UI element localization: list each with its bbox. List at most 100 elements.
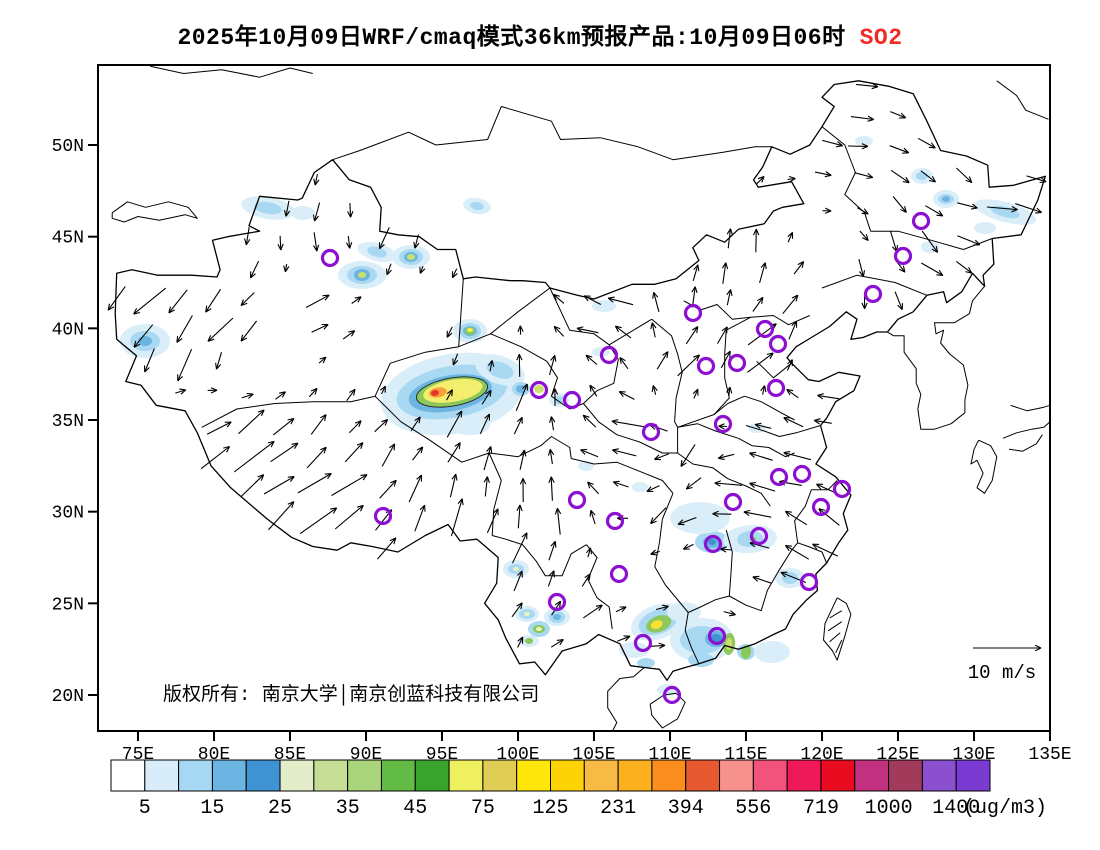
wind-arrow-head	[559, 639, 564, 646]
wind-arrow-head	[743, 511, 750, 517]
wind-arrow-head	[752, 575, 760, 578]
wind-arrow-head	[816, 483, 822, 490]
colorbar-swatch	[347, 759, 382, 792]
wind-arrow	[205, 288, 222, 313]
wind-arrow-head	[824, 210, 832, 214]
map-frame	[97, 64, 1051, 732]
wind-arrow	[511, 602, 523, 618]
wind-arrow-head	[176, 335, 179, 343]
wind-arrow-head	[682, 543, 689, 550]
wind-arrow-head	[930, 142, 936, 149]
wind-arrow-head	[938, 269, 944, 276]
province-boundary	[725, 529, 733, 597]
wind-arrow-head	[717, 453, 724, 459]
wind-arrow	[240, 292, 255, 306]
wind-arrow	[650, 644, 665, 647]
wind-arrow-head	[611, 420, 618, 426]
station-marker	[683, 303, 703, 323]
province-boundary	[374, 395, 502, 536]
wind-arrow	[817, 394, 840, 400]
wind-arrow-head	[484, 413, 490, 419]
wind-arrow-head	[652, 385, 658, 391]
wind-arrow	[313, 232, 318, 252]
so2-contour-fill	[534, 385, 544, 393]
so2-contour-fill	[553, 614, 561, 620]
province-boundary	[744, 395, 795, 421]
wind-arrow	[250, 260, 260, 279]
wind-arrow-head	[320, 446, 327, 451]
wind-arrow	[956, 167, 973, 183]
wind-arrow-head	[615, 325, 622, 329]
wind-arrow	[714, 482, 743, 486]
wind-arrow-head	[246, 392, 254, 395]
colorbar-level-label: 35	[336, 797, 360, 820]
wind-arrow-head	[589, 385, 592, 392]
wind-arrow-head	[608, 296, 615, 299]
wind-arrow-head	[349, 242, 353, 249]
wind-arrow	[754, 423, 772, 429]
wind-arrow-head	[168, 306, 172, 314]
wind-arrow-head	[576, 326, 584, 329]
wind-arrow	[285, 200, 290, 217]
wind-arrow	[512, 532, 528, 564]
station-markers-layer	[320, 211, 931, 705]
wind-arrow-head	[680, 459, 683, 467]
wind-arrow-head	[783, 452, 790, 458]
wind-arrow-head	[614, 325, 619, 333]
wind-arrow-head	[612, 481, 619, 487]
wind-arrow-head	[968, 267, 973, 274]
wind-arrow-head	[485, 389, 492, 395]
wind-arrow-head	[595, 604, 603, 607]
so2-contour-fill	[467, 328, 473, 332]
wind-arrow	[590, 510, 596, 525]
wind-arrow	[408, 474, 423, 503]
wind-arrow	[783, 417, 804, 428]
province-boundary	[756, 360, 792, 379]
wind-arrow-head	[786, 388, 794, 392]
so2-plume	[855, 136, 873, 146]
wind-arrow	[275, 391, 286, 400]
wind-arrow-head	[587, 481, 591, 489]
wind-arrow-head	[240, 302, 248, 307]
wind-arrow	[892, 196, 907, 213]
wind-arrow-head	[730, 289, 733, 297]
so2-plume	[528, 621, 550, 637]
wind-arrow-head	[658, 644, 666, 649]
wind-arrow-head	[452, 360, 459, 366]
wind-arrow-head	[714, 480, 722, 484]
wind-arrow-head	[935, 245, 939, 253]
wind-arrow	[749, 542, 770, 549]
lat-tick-label: 20N	[52, 687, 84, 707]
wind-arrow-head	[386, 269, 392, 276]
wind-arrow-head	[548, 476, 552, 483]
wind-arrow-head	[928, 146, 936, 149]
so2-plume	[503, 560, 529, 578]
wind-arrow-head	[696, 326, 699, 334]
colorbar-level-label: 719	[803, 797, 839, 820]
wind-arrow	[783, 452, 812, 461]
taiwan-hatch	[829, 610, 843, 619]
colorbar-swatch	[651, 759, 687, 792]
wind-arrow-head	[786, 389, 791, 396]
wind-arrow	[581, 573, 591, 587]
so2-plume	[463, 197, 491, 215]
taiwan-hatch	[827, 621, 843, 632]
so2-contour-fill	[990, 205, 1020, 219]
so2-plume	[291, 206, 315, 220]
wind-arrow-head	[257, 474, 264, 478]
wind-arrow-head	[812, 543, 818, 550]
wind-arrow-head	[718, 457, 725, 460]
wind-arrow-head	[728, 614, 736, 617]
wind-arrow	[1026, 175, 1047, 183]
province-boundary	[586, 544, 613, 630]
so2-plume	[120, 324, 170, 358]
wind-arrow-head	[419, 268, 426, 274]
wind-arrow	[386, 263, 392, 275]
wind-arrow	[788, 320, 798, 340]
wind-arrow	[654, 453, 670, 460]
wind-arrow-head	[866, 176, 873, 180]
wind-arrow-head	[761, 297, 764, 304]
station-marker	[792, 464, 812, 484]
station-marker	[799, 572, 819, 592]
